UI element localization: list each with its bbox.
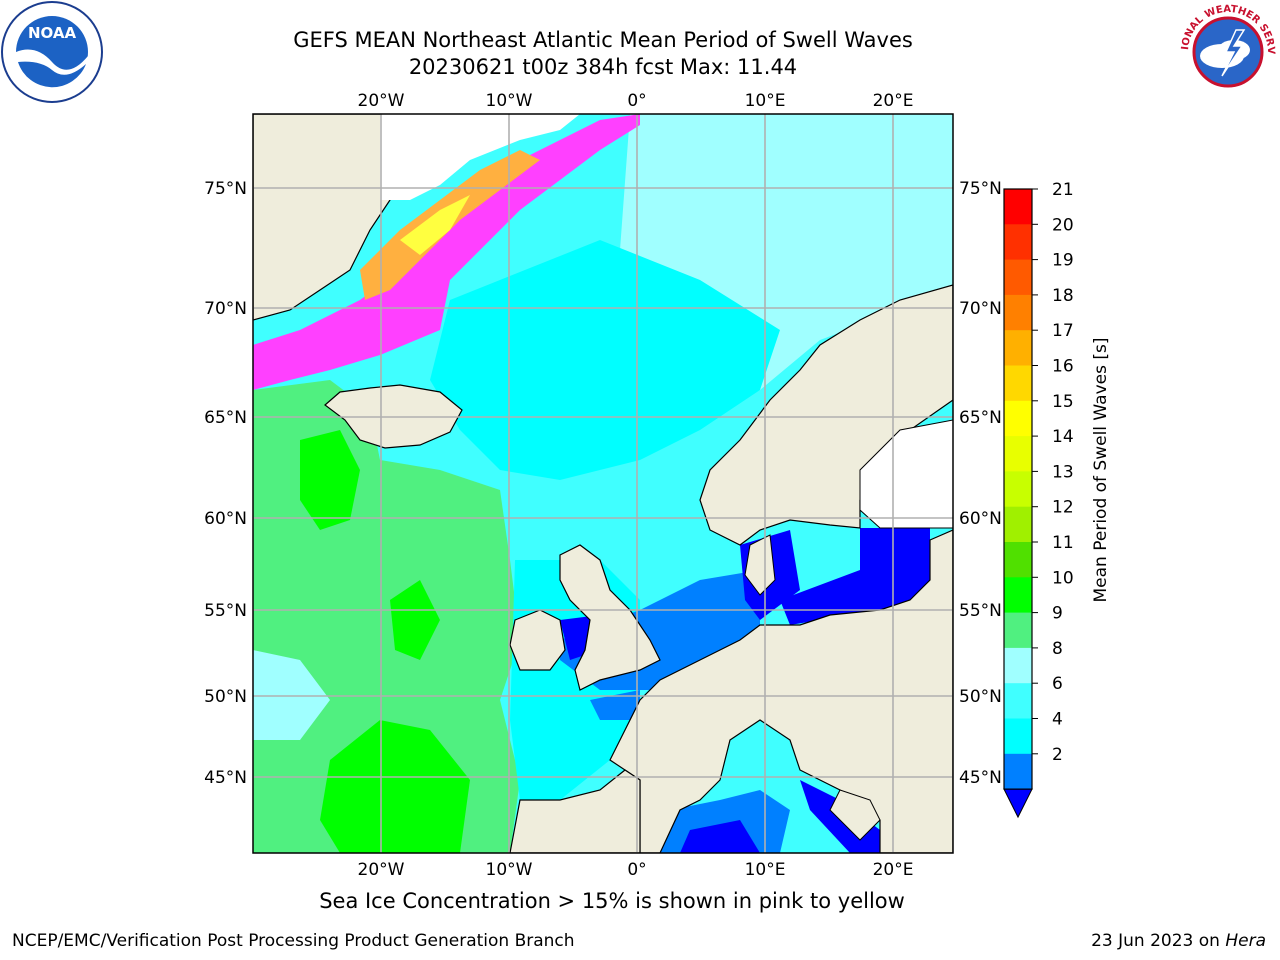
footer-credit: NCEP/EMC/Verification Post Processing Pr… bbox=[12, 931, 575, 951]
lat-tick-label: 55°N bbox=[204, 601, 247, 621]
footer-host: Hera bbox=[1225, 931, 1266, 951]
lat-tick-label: 70°N bbox=[959, 299, 1002, 319]
footer-timestamp: 23 Jun 2023 on Hera bbox=[1091, 931, 1266, 951]
colorbar-segment bbox=[1004, 471, 1032, 508]
lat-tick-label: 45°N bbox=[204, 768, 247, 788]
colorbar-tick-label: 13 bbox=[1052, 462, 1074, 482]
lat-tick-label: 60°N bbox=[204, 509, 247, 529]
colorbar-tick-label: 19 bbox=[1052, 251, 1074, 271]
colorbar-segment bbox=[1004, 259, 1032, 296]
denmark bbox=[744, 534, 776, 596]
swell-low-tyrrhenian bbox=[680, 820, 760, 853]
colorbar-tick-label: 8 bbox=[1052, 639, 1063, 659]
colorbar-segment bbox=[1004, 436, 1032, 472]
colorbar-segment bbox=[1004, 330, 1032, 366]
colorbar-tick-label: 18 bbox=[1052, 286, 1074, 306]
lat-tick-label: 50°N bbox=[204, 687, 247, 707]
swell-band-2-4-channel bbox=[590, 690, 640, 720]
colorbar-tick-label: 17 bbox=[1052, 321, 1074, 341]
lon-tick-label: 0° bbox=[627, 860, 646, 880]
lon-tick-label: 10°W bbox=[486, 860, 533, 880]
colorbar-segment bbox=[1004, 400, 1032, 437]
lon-tick-label: 20°W bbox=[358, 91, 405, 111]
noaa-logo-text: NOAA bbox=[28, 24, 77, 42]
colorbar-segment bbox=[1004, 506, 1032, 543]
colorbar-tick-label: 14 bbox=[1052, 427, 1074, 447]
nws-logo: NATIONAL WEATHER SERVICE bbox=[1176, 0, 1278, 102]
chart-subtitle: 20230621 t00z 384h fcst Max: 11.44 bbox=[408, 55, 798, 79]
lat-ticks-left: 75°N 70°N 65°N 60°N 55°N 50°N 45°N bbox=[204, 179, 247, 788]
chart-title: GEFS MEAN Northeast Atlantic Mean Period… bbox=[293, 28, 913, 52]
sea-ice-note: Sea Ice Concentration > 15% is shown in … bbox=[319, 889, 905, 913]
colorbar-tick-label: 16 bbox=[1052, 357, 1074, 377]
iberia bbox=[509, 769, 641, 853]
swell-band-10-11-north bbox=[300, 430, 360, 530]
lon-ticks-bottom: 20°W 10°W 0° 10°E 20°E bbox=[358, 860, 914, 880]
ireland bbox=[509, 609, 566, 671]
swell-band-8-9-west bbox=[253, 650, 330, 740]
swell-band-4-6 bbox=[430, 240, 780, 480]
colorbar-tick-label: 12 bbox=[1052, 498, 1074, 518]
colorbar-tick-label: 9 bbox=[1052, 604, 1063, 624]
swell-band-10-11-mid bbox=[390, 580, 440, 660]
sea-ice-yellow bbox=[400, 195, 470, 255]
sea-ice-pink bbox=[253, 114, 640, 390]
lon-tick-label: 10°W bbox=[486, 91, 533, 111]
italy-balkans bbox=[829, 789, 881, 841]
colorbar-segment bbox=[1004, 577, 1032, 614]
lat-ticks-right: 75°N 70°N 65°N 60°N 55°N 50°N 45°N bbox=[959, 179, 1002, 788]
colorbar-frame bbox=[1003, 188, 1033, 790]
colorbar-segment bbox=[1004, 753, 1032, 790]
lon-tick-label: 20°E bbox=[873, 91, 914, 111]
lat-tick-label: 65°N bbox=[959, 408, 1002, 428]
colorbar-extend-arrow bbox=[1003, 788, 1033, 819]
colorbar-segment bbox=[1004, 683, 1032, 719]
lon-tick-label: 20°W bbox=[358, 860, 405, 880]
lon-ticks-top: 20°W 10°W 0° 10°E 20°E bbox=[358, 91, 914, 111]
swell-band-10-11-south bbox=[320, 720, 470, 853]
colorbar-segment bbox=[1004, 365, 1032, 402]
lat-tick-label: 60°N bbox=[959, 509, 1002, 529]
noaa-logo: NOAA bbox=[1, 1, 103, 103]
colorbar-segment bbox=[1004, 294, 1032, 331]
colorbar-segment bbox=[1004, 542, 1032, 578]
colorbar-tick-label: 4 bbox=[1052, 710, 1063, 730]
graticule bbox=[253, 114, 953, 853]
colorbar-tick-label: 6 bbox=[1052, 674, 1063, 694]
lat-tick-label: 50°N bbox=[959, 687, 1002, 707]
colorbar-tick-label: 20 bbox=[1052, 215, 1074, 235]
lat-tick-label: 55°N bbox=[959, 601, 1002, 621]
greenland-ice-sheet bbox=[380, 114, 580, 200]
lon-tick-label: 10°E bbox=[745, 860, 786, 880]
lat-tick-label: 75°N bbox=[204, 179, 247, 199]
lat-tick-label: 70°N bbox=[204, 299, 247, 319]
map-layer bbox=[253, 114, 953, 853]
footer-date: 23 Jun 2023 on bbox=[1091, 931, 1226, 951]
colorbar-tick-label: 21 bbox=[1052, 180, 1074, 200]
colorbar: 21 20 19 18 17 16 15 14 13 12 11 10 9 8 6 4 2 bbox=[1003, 180, 1074, 819]
lat-tick-label: 75°N bbox=[959, 179, 1002, 199]
lat-tick-label: 65°N bbox=[204, 408, 247, 428]
gulf-of-bothnia bbox=[859, 419, 953, 529]
lat-tick-label: 45°N bbox=[959, 768, 1002, 788]
colorbar-segment bbox=[1004, 224, 1032, 261]
lon-tick-label: 0° bbox=[627, 91, 646, 111]
colorbar-segment bbox=[1004, 718, 1032, 755]
lon-tick-label: 10°E bbox=[745, 91, 786, 111]
lon-tick-label: 20°E bbox=[873, 860, 914, 880]
colorbar-tick-label: 2 bbox=[1052, 745, 1063, 765]
colorbar-segment bbox=[1004, 647, 1032, 684]
colorbar-tick-label: 11 bbox=[1052, 533, 1074, 553]
colorbar-segment bbox=[1004, 612, 1032, 649]
colorbar-tick-label: 15 bbox=[1052, 392, 1074, 412]
colorbar-tick-label: 10 bbox=[1052, 568, 1074, 588]
colorbar-label: Mean Period of Swell Waves [s] bbox=[1091, 338, 1111, 603]
colorbar-segment bbox=[1004, 189, 1032, 225]
map-frame bbox=[252, 113, 954, 854]
